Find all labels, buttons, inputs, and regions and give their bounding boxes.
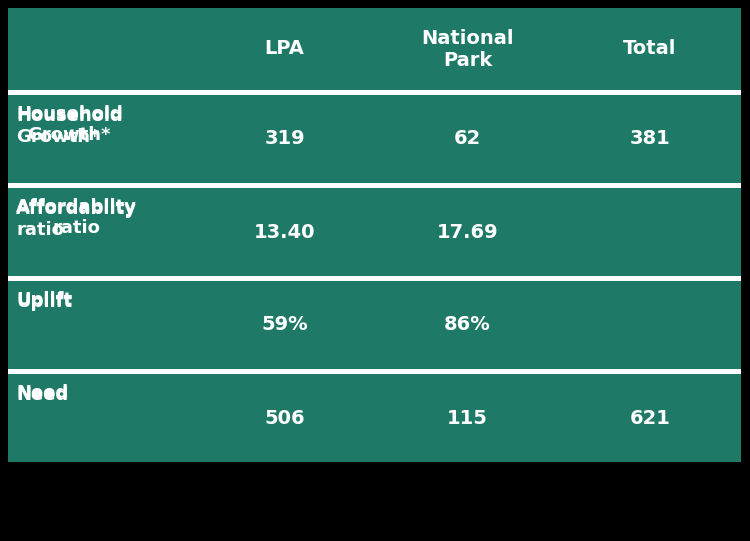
Text: Household
Growth*: Household Growth* — [16, 105, 123, 144]
Bar — [559, 374, 741, 462]
Text: 115: 115 — [447, 408, 488, 427]
Bar — [376, 281, 559, 369]
Bar — [559, 8, 741, 90]
Bar — [559, 188, 741, 276]
Bar — [8, 188, 193, 276]
Bar — [8, 8, 193, 90]
Bar — [376, 188, 559, 276]
Text: Need: Need — [16, 386, 68, 404]
Text: LPA: LPA — [265, 39, 305, 58]
Text: 319: 319 — [264, 129, 305, 148]
Bar — [193, 188, 376, 276]
Bar — [193, 95, 376, 183]
Bar — [559, 281, 741, 369]
Text: Uplift: Uplift — [16, 293, 72, 311]
Text: 506: 506 — [264, 408, 305, 427]
Bar — [8, 374, 193, 462]
Bar — [8, 281, 193, 369]
Text: National
Park: National Park — [422, 29, 514, 69]
Bar — [193, 374, 376, 462]
Bar — [193, 281, 376, 369]
Text: Affordablity
ratio: Affordablity ratio — [16, 198, 137, 237]
Text: Household
Growth*: Household Growth* — [16, 107, 123, 146]
Text: 17.69: 17.69 — [436, 222, 498, 241]
Text: 59%: 59% — [261, 315, 308, 334]
Bar — [559, 95, 741, 183]
Bar — [8, 8, 741, 462]
Text: Uplift: Uplift — [16, 291, 72, 309]
Text: 381: 381 — [630, 129, 670, 148]
Text: 62: 62 — [454, 129, 482, 148]
Bar — [376, 95, 559, 183]
Bar — [376, 374, 559, 462]
Bar — [193, 8, 376, 90]
Text: 13.40: 13.40 — [254, 222, 315, 241]
Bar — [376, 8, 559, 90]
Text: Affordablity
ratio: Affordablity ratio — [16, 200, 137, 239]
Text: 86%: 86% — [444, 315, 491, 334]
Text: 621: 621 — [629, 408, 670, 427]
Text: Need: Need — [16, 384, 68, 402]
Text: Total: Total — [623, 39, 676, 58]
Bar — [8, 95, 193, 183]
